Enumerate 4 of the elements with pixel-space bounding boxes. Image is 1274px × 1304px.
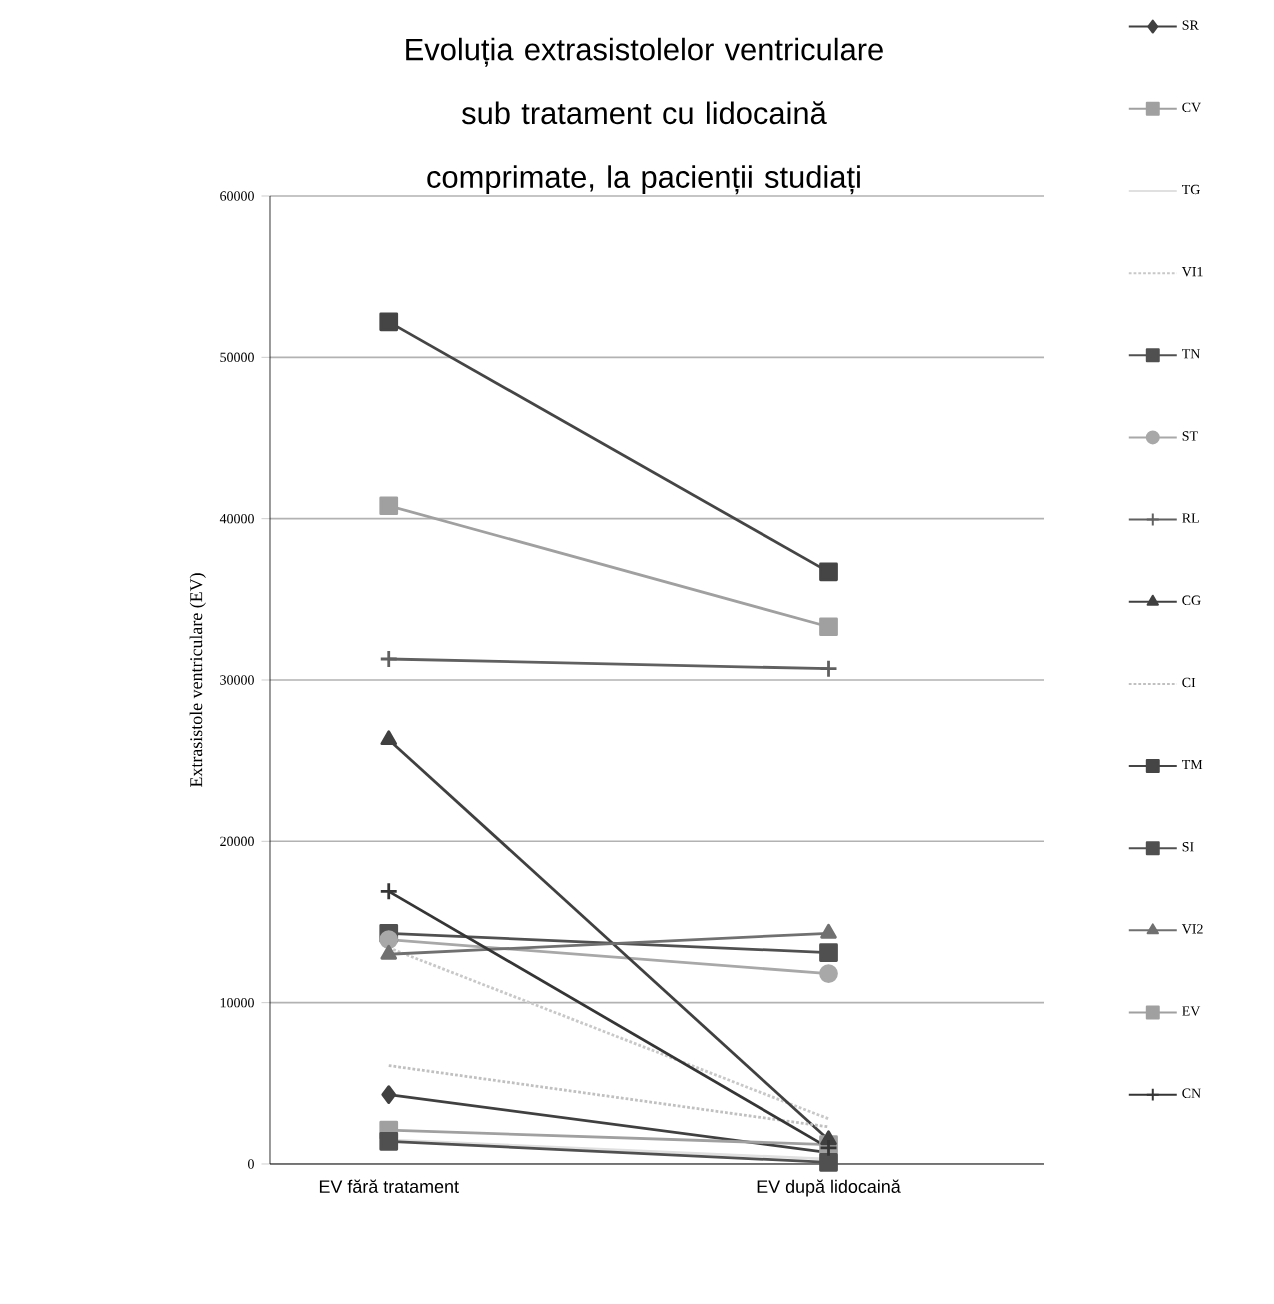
- x-tick-label: EV după lidocaină: [757, 1179, 901, 1197]
- y-axis-title: Extrasistole ventriculare (EV): [189, 573, 206, 788]
- chart-title: Evoluția extrasistolelor ventriculare sub tratament cu lidocaină comprimate, la pacienții studiați: [406, 37, 883, 195]
- x-tick-label: EV fără tratament: [319, 1179, 459, 1193]
